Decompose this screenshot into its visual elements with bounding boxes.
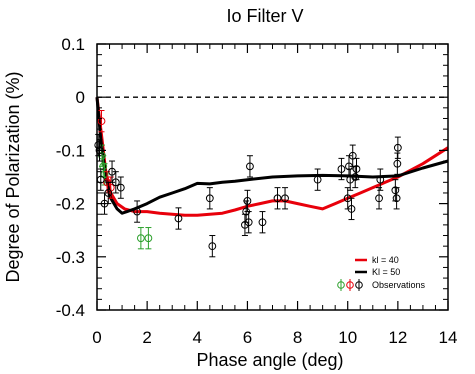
x-tick-label: 6 (243, 328, 252, 347)
observation-point-black (352, 157, 361, 181)
observation-marker (246, 162, 254, 171)
axes-layer: 0 2 4 6 8 10 12 14 -0.4 -0.3 -0.2 -0.1 0 0.1 (56, 35, 458, 347)
x-tick-label: 8 (293, 328, 302, 347)
observation-marker (273, 194, 282, 203)
observation-marker (393, 143, 402, 152)
observation-marker (116, 183, 125, 192)
observation-point-black (116, 176, 125, 199)
observation-point-black (347, 197, 356, 221)
observation-point-black (393, 136, 402, 159)
observation-marker (243, 197, 252, 205)
observation-marker (351, 173, 360, 181)
observation-point-black (246, 155, 254, 178)
observation-point-black (351, 165, 360, 189)
observation-point-black (337, 157, 346, 181)
observation-marker (208, 242, 217, 251)
legend-obs-marker (355, 281, 363, 289)
observation-marker (99, 162, 108, 171)
observation-point-black (273, 187, 282, 210)
legend-label: Kl = 50 (372, 267, 400, 277)
observation-marker (205, 194, 214, 203)
observation-marker (392, 194, 401, 203)
observation-point-black (393, 152, 402, 175)
observation-marker (144, 234, 153, 243)
observation-marker (258, 218, 267, 227)
observation-point-black (313, 168, 322, 191)
observation-point-black (375, 187, 383, 210)
observation-marker (104, 189, 113, 197)
x-tick-label: 12 (388, 328, 407, 347)
observation-point-black (376, 168, 385, 191)
observation-marker (174, 214, 183, 223)
series-line-kl-50 (95, 97, 449, 215)
observation-point-black (391, 179, 400, 202)
y-tick-label: 0.1 (61, 35, 85, 54)
observation-point-black (205, 187, 214, 210)
observation-marker (393, 159, 402, 168)
observation-marker (94, 141, 103, 149)
observation-point-black (392, 187, 401, 210)
observation-point-black (244, 211, 253, 234)
observation-marker (348, 151, 357, 160)
x-tick-label: 4 (193, 328, 202, 347)
observation-point-black (258, 211, 267, 234)
x-tick-label: 2 (142, 328, 151, 347)
y-axis-title: Degree of Polarization (%) (3, 71, 23, 282)
observation-marker (352, 165, 361, 173)
legend-label: kl = 40 (372, 255, 399, 265)
observation-marker (375, 194, 383, 203)
y-tick-label: -0.4 (56, 301, 85, 320)
x-tick-label: 14 (439, 328, 458, 347)
legend-obs-marker (337, 281, 345, 289)
observation-marker (97, 117, 106, 126)
observation-point-black (111, 171, 120, 194)
observation-point-black (174, 207, 183, 230)
observation-marker (376, 175, 385, 184)
y-tick-label: -0.1 (56, 141, 85, 160)
x-axis-title: Phase angle (deg) (196, 350, 343, 370)
observation-marker (111, 178, 120, 187)
observation-marker (347, 205, 356, 213)
observation-marker (391, 186, 400, 195)
observation-point-black (133, 200, 142, 223)
y-tick-label: -0.3 (56, 248, 85, 267)
x-tick-label: 0 (92, 328, 101, 347)
legend: kl = 40 Kl = 50 Observations (337, 255, 426, 291)
observation-marker (337, 165, 346, 173)
observation-point-green (136, 227, 145, 250)
observation-marker (133, 207, 142, 216)
observation-point-green (144, 227, 153, 250)
observation-marker (313, 175, 322, 184)
observation-marker (136, 234, 145, 243)
observation-marker (244, 218, 253, 227)
y-tick-label: -0.2 (56, 195, 85, 214)
x-tick-label: 10 (338, 328, 357, 347)
chart-title: Io Filter V (226, 6, 303, 26)
observation-point-red (97, 110, 106, 133)
observation-point-black (281, 187, 289, 210)
observation-point-black (208, 235, 217, 258)
y-tick-label: 0 (76, 88, 85, 107)
legend-label-observations: Observations (372, 280, 426, 290)
legend-obs-marker (346, 281, 354, 289)
observations-layer (94, 110, 402, 258)
observation-marker (281, 194, 289, 203)
